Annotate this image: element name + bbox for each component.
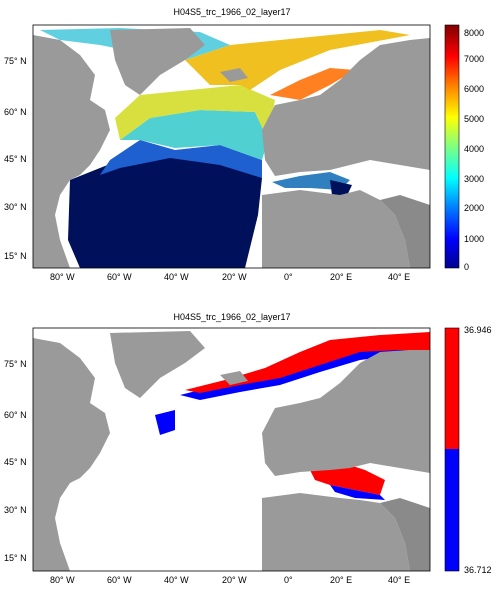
land-africa <box>262 190 410 268</box>
map-bottom <box>33 328 430 571</box>
land-britain-b <box>268 411 282 443</box>
colorbar-top <box>444 24 460 269</box>
land-arabia <box>380 195 430 268</box>
land-iceland <box>220 68 248 82</box>
ocean-mid-region <box>100 140 262 178</box>
class-region-med-blue <box>330 485 385 500</box>
lat-tick: 15° N <box>4 553 27 563</box>
lon-tick: 40° E <box>388 272 411 282</box>
colorbar-tick: 6000 <box>464 84 485 94</box>
class-region-north-red <box>185 332 430 393</box>
lat-tick: 45° N <box>4 457 27 467</box>
ocean-deep-region <box>68 150 262 268</box>
lat-tick: 75° N <box>4 56 27 66</box>
lon-tick: 40° E <box>388 575 411 585</box>
land-north-america-b <box>33 338 110 571</box>
colorbar-tick: 0 <box>464 262 470 272</box>
class-region-med-red <box>310 462 385 495</box>
colorbar-tick: 4000 <box>464 144 485 154</box>
lon-tick: 40° W <box>164 575 189 585</box>
land-iceland-b <box>220 371 248 385</box>
colorbar-tick: 3000 <box>464 174 485 184</box>
land-europe-b <box>262 350 430 476</box>
lon-tick: 60° W <box>107 272 132 282</box>
lon-tick: 0° <box>284 575 293 585</box>
colorbar-bottom-blue <box>445 449 459 571</box>
land-north-america <box>33 35 110 268</box>
colorbar-bottom-red <box>445 328 459 449</box>
land-africa-b <box>262 493 410 571</box>
lon-tick: 20° E <box>330 272 353 282</box>
land-greenland-b <box>110 331 205 398</box>
land-europe <box>262 38 430 176</box>
colorbar-tick: 36.712 <box>464 565 492 575</box>
map-top-frame <box>32 24 431 269</box>
map-title-bottom: H04S5_trc_1966_02_layer17 <box>173 312 291 322</box>
colorbar-tick: 7000 <box>464 54 485 64</box>
lat-tick: 15° N <box>4 251 27 261</box>
map-bottom-frame <box>32 327 431 572</box>
colorbar-tick: 1000 <box>464 234 485 244</box>
colorbar-tick: 8000 <box>464 28 485 38</box>
lat-tick: 30° N <box>4 505 27 515</box>
lat-tick: 45° N <box>4 154 27 164</box>
lon-tick: 20° E <box>330 575 353 585</box>
land-britain <box>268 108 282 140</box>
colorbar-tick: 36.946 <box>464 325 492 335</box>
lat-tick: 30° N <box>4 202 27 212</box>
lat-tick: 60° N <box>4 107 27 117</box>
colorbar-tick: 2000 <box>464 203 485 213</box>
map-top <box>33 25 430 268</box>
lon-tick: 60° W <box>107 575 132 585</box>
land-greenland <box>110 28 205 95</box>
map-title-top: H04S5_trc_1966_02_layer17 <box>173 7 291 17</box>
lon-tick: 40° W <box>164 272 189 282</box>
lon-tick: 20° W <box>222 575 247 585</box>
lon-tick: 20° W <box>222 272 247 282</box>
land-arabia-b <box>380 498 430 571</box>
colorbar-tick: 5000 <box>464 114 485 124</box>
lon-tick: 80° W <box>50 272 75 282</box>
lon-tick: 80° W <box>50 575 75 585</box>
lat-tick: 60° N <box>4 410 27 420</box>
mediterranean-region <box>272 172 350 190</box>
lat-tick: 75° N <box>4 359 27 369</box>
lon-tick: 0° <box>284 272 293 282</box>
